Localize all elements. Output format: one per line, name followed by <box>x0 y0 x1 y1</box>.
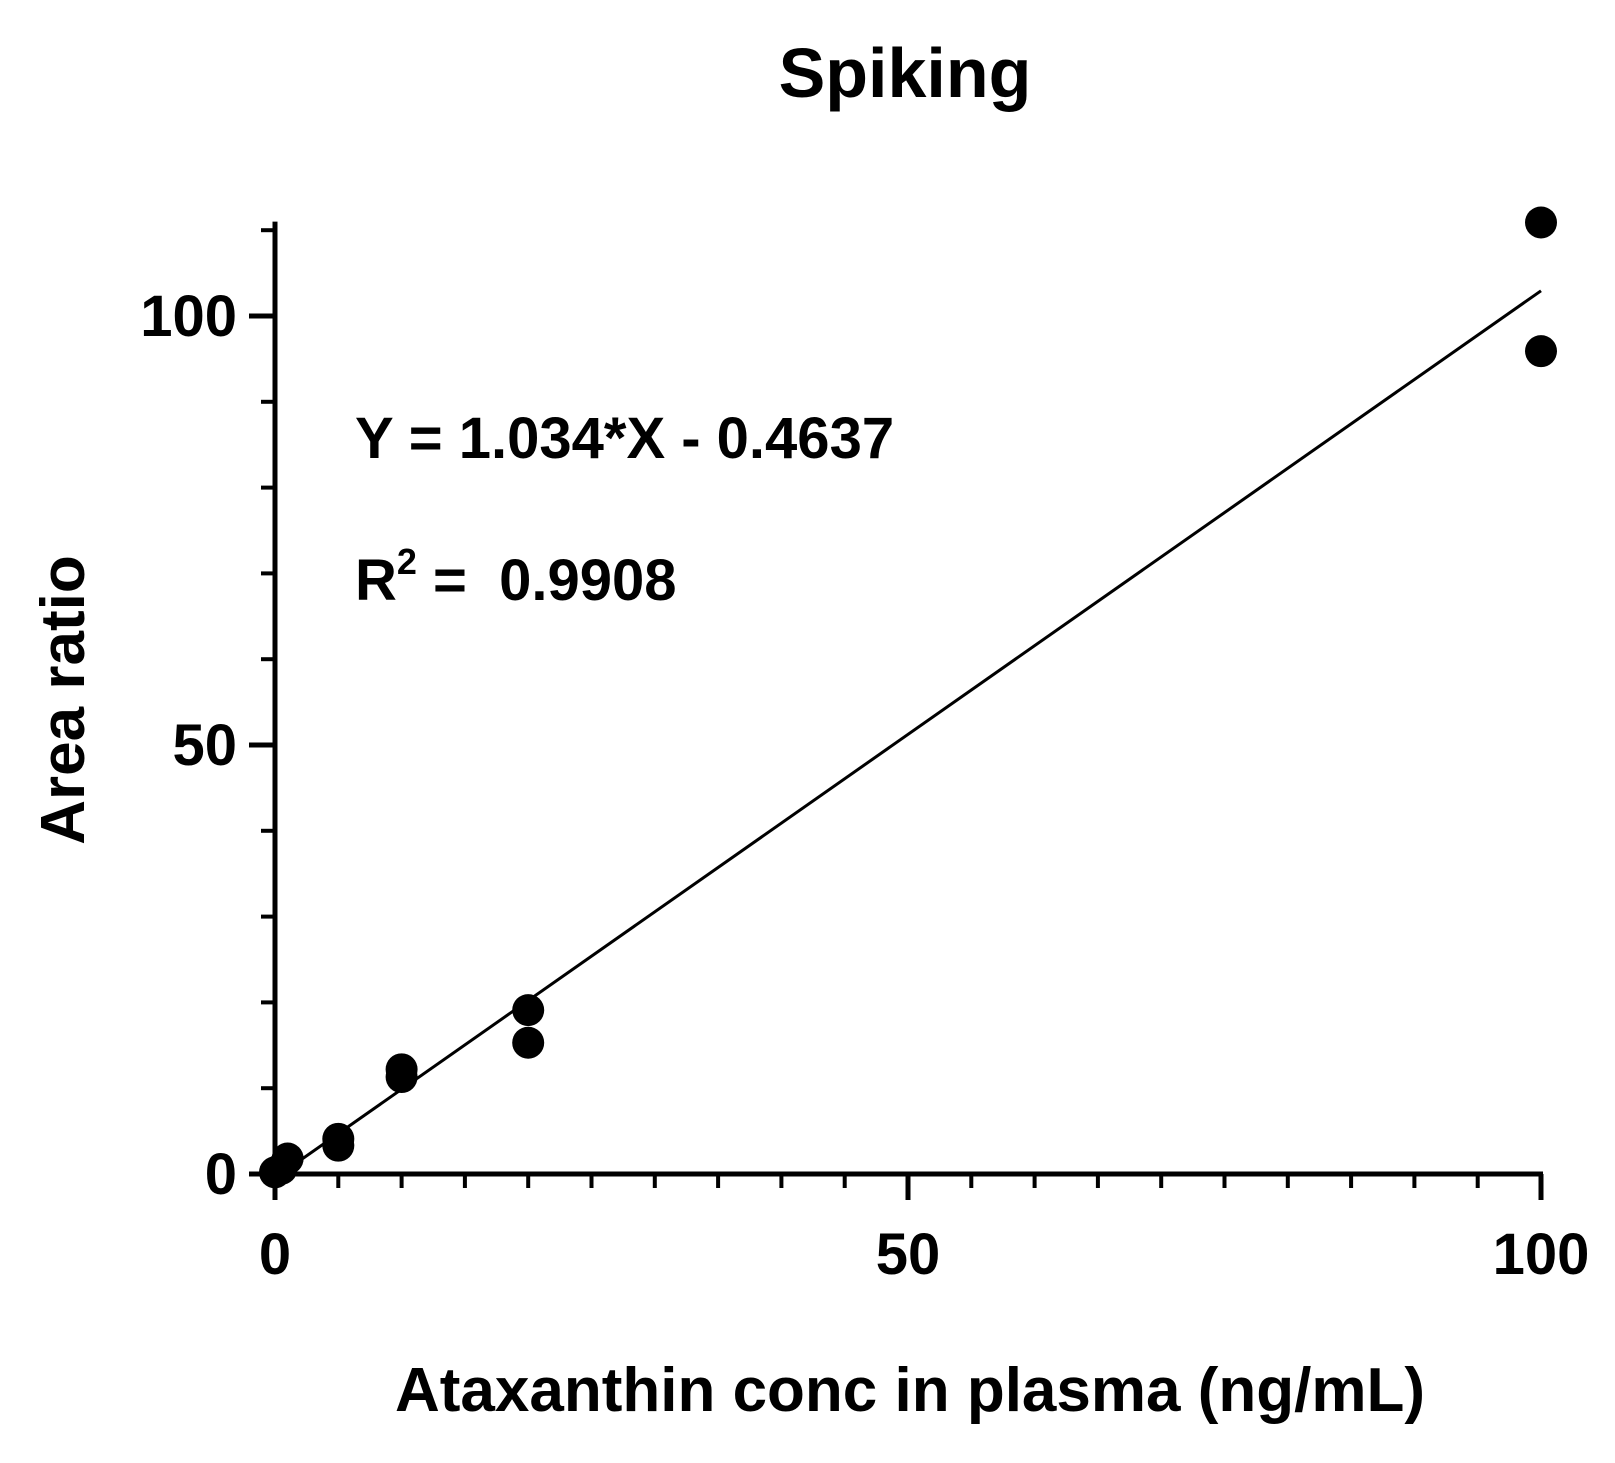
y-tick-label: 50 <box>172 713 237 778</box>
axes <box>272 221 1543 1177</box>
r-squared-base: R <box>355 548 397 613</box>
data-point <box>512 994 545 1027</box>
tick-marks <box>249 228 1544 1200</box>
r-squared-exponent: 2 <box>397 541 417 582</box>
data-point <box>1525 206 1557 239</box>
r-squared-value: = 0.9908 <box>417 548 677 613</box>
x-tick-label: 50 <box>876 1222 941 1287</box>
regression-line <box>274 289 1542 1180</box>
data-point <box>385 1053 418 1086</box>
y-tick-label: 100 <box>140 284 237 349</box>
data-point <box>1525 335 1557 368</box>
y-axis-label: Area ratio <box>29 555 98 844</box>
r-squared-annotation: R2 = 0.9908 <box>355 541 677 613</box>
data-point <box>322 1122 355 1155</box>
x-axis-label: Ataxanthin conc in plasma (ng/mL) <box>395 1356 1425 1425</box>
data-points <box>259 206 1557 1189</box>
x-tick-label: 100 <box>1493 1222 1590 1287</box>
chart-title: Spiking <box>779 34 1032 112</box>
y-tick-label: 0 <box>205 1142 237 1207</box>
regression-line-group <box>274 289 1542 1180</box>
tick-labels: 0 50 100 0 50 100 <box>140 284 1589 1287</box>
data-point <box>512 1026 545 1059</box>
x-tick-label: 0 <box>259 1222 291 1287</box>
equation-annotation: Y = 1.034*X - 0.4637 <box>355 406 894 471</box>
data-point <box>271 1142 304 1175</box>
